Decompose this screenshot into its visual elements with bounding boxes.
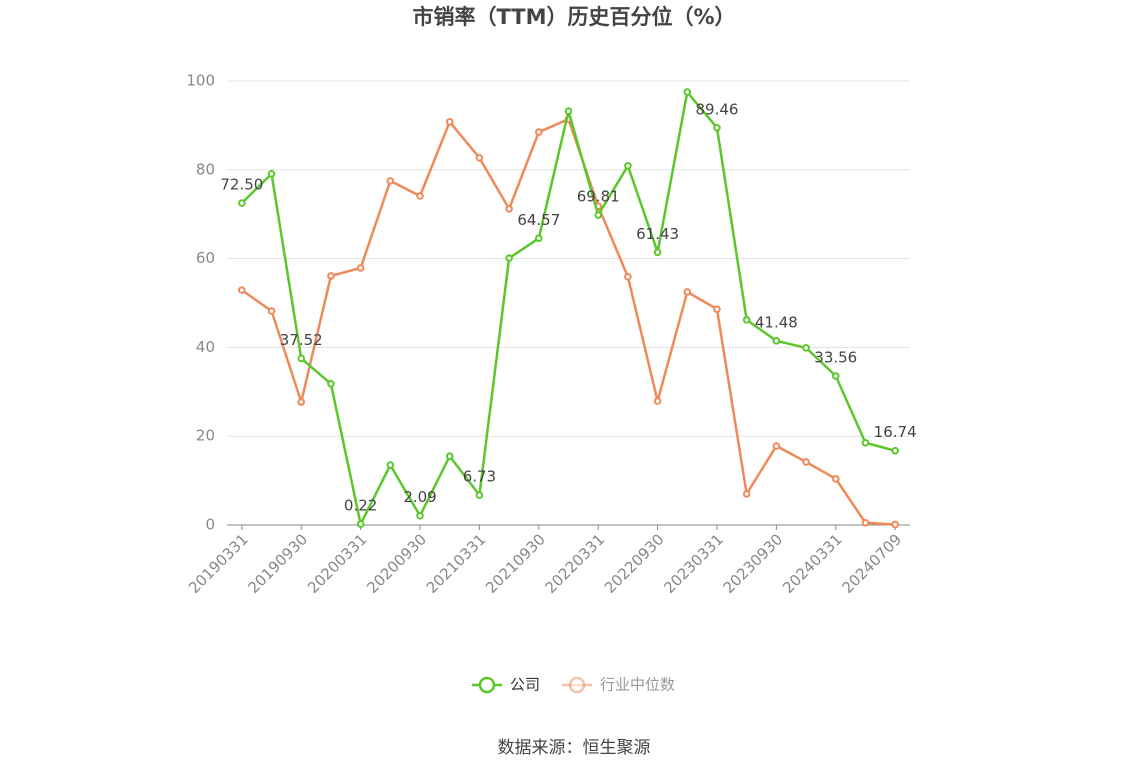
data-label: 6.73 bbox=[463, 468, 496, 486]
x-tick-label: 20240331 bbox=[779, 530, 846, 597]
data-label: 2.09 bbox=[403, 488, 436, 506]
chart-title: 市销率（TTM）历史百分位（%） bbox=[412, 5, 735, 29]
data-point bbox=[831, 475, 840, 483]
data-point bbox=[416, 511, 424, 520]
data-point bbox=[327, 272, 335, 280]
legend-marker[interactable] bbox=[568, 676, 586, 694]
data-point bbox=[356, 520, 365, 528]
data-label: 33.56 bbox=[814, 348, 857, 366]
data-point bbox=[535, 234, 543, 243]
data-label: 89.46 bbox=[696, 100, 739, 118]
x-tick-label: 20190331 bbox=[185, 530, 252, 597]
x-tick-label: 20210930 bbox=[482, 530, 549, 597]
x-tick-label: 20200930 bbox=[363, 530, 430, 597]
data-point bbox=[535, 128, 543, 136]
data-point bbox=[297, 398, 306, 406]
data-label: 16.74 bbox=[874, 423, 917, 441]
data-point bbox=[624, 162, 632, 170]
data-point bbox=[802, 458, 810, 466]
data-point bbox=[386, 461, 395, 469]
data-point bbox=[505, 254, 513, 262]
source-note: 数据来源：恒生聚源 bbox=[498, 738, 651, 758]
data-point bbox=[445, 118, 454, 126]
data-point bbox=[772, 337, 781, 345]
data-point bbox=[772, 442, 781, 450]
data-label: 64.57 bbox=[517, 211, 560, 229]
data-label: 41.48 bbox=[755, 313, 798, 331]
series-line bbox=[240, 89, 896, 528]
data-point bbox=[475, 491, 484, 499]
y-tick-label: 20 bbox=[196, 427, 215, 445]
y-tick-label: 40 bbox=[196, 338, 215, 356]
x-tick-label: 20220930 bbox=[601, 530, 668, 597]
data-label: 61.43 bbox=[636, 225, 679, 243]
data-point bbox=[802, 344, 810, 352]
data-point bbox=[267, 307, 276, 315]
data-point bbox=[861, 518, 870, 527]
data-label: 37.52 bbox=[280, 331, 323, 349]
data-point bbox=[475, 154, 484, 162]
data-point bbox=[742, 316, 751, 324]
x-tick-label: 20230331 bbox=[660, 530, 727, 597]
x-tick-label: 20190930 bbox=[245, 530, 312, 597]
data-point bbox=[713, 123, 721, 132]
data-label: 0.22 bbox=[344, 497, 377, 515]
data-point bbox=[683, 288, 692, 296]
y-tick-label: 80 bbox=[196, 160, 215, 178]
legend-label[interactable]: 行业中位数 bbox=[600, 676, 675, 694]
x-tick-label: 20200331 bbox=[304, 530, 371, 597]
data-point bbox=[327, 380, 335, 388]
data-point bbox=[297, 354, 306, 363]
x-tick-label: 20220331 bbox=[541, 530, 608, 597]
data-point bbox=[416, 192, 424, 200]
data-label: 72.50 bbox=[220, 176, 263, 194]
data-point bbox=[594, 211, 602, 219]
data-point bbox=[267, 169, 276, 178]
y-tick-label: 100 bbox=[186, 72, 215, 90]
data-point bbox=[891, 520, 899, 529]
data-point bbox=[564, 107, 573, 115]
data-label: 69.81 bbox=[577, 188, 620, 206]
data-point bbox=[505, 205, 513, 213]
data-point bbox=[238, 286, 246, 294]
y-tick-label: 0 bbox=[205, 516, 215, 534]
data-point bbox=[653, 248, 662, 257]
data-point bbox=[713, 305, 721, 314]
x-tick-label: 20230930 bbox=[720, 530, 787, 597]
data-point bbox=[891, 446, 899, 455]
data-point bbox=[386, 177, 395, 185]
data-point bbox=[683, 88, 692, 96]
data-point bbox=[653, 397, 662, 405]
y-tick-label: 60 bbox=[196, 249, 215, 267]
data-point bbox=[742, 490, 751, 498]
data-point bbox=[356, 264, 365, 272]
data-point bbox=[445, 452, 454, 460]
data-point bbox=[238, 199, 246, 207]
legend-marker[interactable] bbox=[478, 676, 496, 694]
legend-label[interactable]: 公司 bbox=[510, 676, 540, 694]
x-tick-label: 20210331 bbox=[423, 530, 490, 597]
data-point bbox=[624, 273, 632, 281]
x-tick-label: 20240709 bbox=[838, 530, 905, 597]
data-point bbox=[861, 439, 870, 447]
data-point bbox=[831, 372, 840, 380]
